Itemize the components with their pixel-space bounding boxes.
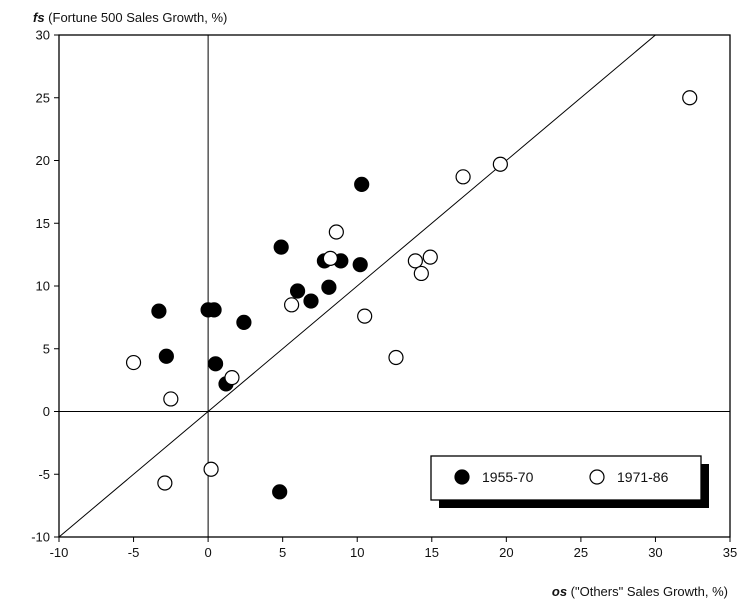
x-tick-label: 0 bbox=[204, 545, 211, 560]
point-1971-86 bbox=[413, 265, 429, 282]
point-1955-70 bbox=[206, 302, 222, 318]
point-1971-86 bbox=[203, 461, 219, 477]
legend-marker-1955-70 bbox=[454, 469, 470, 485]
point-1955-70 bbox=[289, 283, 306, 299]
point-1955-70 bbox=[321, 279, 337, 295]
point-1971-86 bbox=[682, 90, 698, 106]
legend-label-1971-86: 1971-86 bbox=[617, 469, 669, 485]
y-tick-label: 25 bbox=[36, 90, 50, 105]
point-1955-70 bbox=[272, 484, 288, 500]
y-tick-label: -10 bbox=[31, 530, 50, 545]
point-1971-86 bbox=[407, 253, 423, 269]
point-1971-86 bbox=[157, 475, 173, 491]
x-tick-label: 5 bbox=[279, 545, 286, 560]
y-axis-symbol: fs bbox=[33, 10, 45, 25]
point-1971-86 bbox=[163, 391, 179, 407]
y-tick-label: 0 bbox=[43, 404, 50, 419]
point-1971-86 bbox=[492, 156, 508, 172]
point-1971-86 bbox=[422, 249, 438, 265]
point-1971-86 bbox=[224, 370, 240, 386]
point-1955-70 bbox=[236, 314, 252, 330]
legend-marker-1971-86 bbox=[589, 469, 605, 485]
y-axis-label: (Fortune 500 Sales Growth, %) bbox=[45, 10, 228, 25]
diagonal-reference-line bbox=[58, 34, 656, 538]
y-tick-label: 15 bbox=[36, 216, 50, 231]
y-tick-label: -5 bbox=[38, 467, 50, 482]
y-tick-label: 20 bbox=[36, 153, 50, 168]
x-axis-label: ("Others" Sales Growth, %) bbox=[567, 584, 728, 599]
y-tick-label: 30 bbox=[36, 28, 50, 43]
x-tick-label: 35 bbox=[723, 545, 737, 560]
x-tick-label: 30 bbox=[648, 545, 662, 560]
point-1955-70 bbox=[354, 176, 370, 192]
x-axis-title: os ("Others" Sales Growth, %) bbox=[552, 584, 728, 599]
x-tick-label: 25 bbox=[574, 545, 588, 560]
x-tick-label: -10 bbox=[50, 545, 69, 560]
point-1955-70 bbox=[151, 303, 167, 319]
point-1971-86 bbox=[455, 169, 471, 185]
legend-box bbox=[430, 455, 702, 501]
point-1955-70 bbox=[273, 239, 289, 255]
x-tick-label: -5 bbox=[128, 545, 140, 560]
point-1971-86 bbox=[322, 250, 338, 266]
x-tick-label: 15 bbox=[425, 545, 439, 560]
y-axis-title: fs (Fortune 500 Sales Growth, %) bbox=[33, 10, 227, 25]
point-1971-86 bbox=[125, 354, 142, 371]
point-1971-86 bbox=[328, 224, 344, 240]
point-1955-70 bbox=[158, 348, 174, 364]
x-tick-label: 10 bbox=[350, 545, 364, 560]
point-1971-86 bbox=[284, 297, 300, 313]
y-tick-label: 10 bbox=[36, 279, 50, 294]
point-1971-86 bbox=[357, 308, 373, 324]
point-1955-70 bbox=[352, 257, 368, 273]
y-tick-label: 5 bbox=[43, 341, 50, 356]
x-tick-label: 20 bbox=[499, 545, 513, 560]
x-axis-symbol: os bbox=[552, 584, 567, 599]
point-1955-70 bbox=[207, 356, 224, 372]
legend-label-1955-70: 1955-70 bbox=[482, 469, 534, 485]
point-1971-86 bbox=[388, 349, 404, 366]
point-1955-70 bbox=[303, 293, 319, 309]
